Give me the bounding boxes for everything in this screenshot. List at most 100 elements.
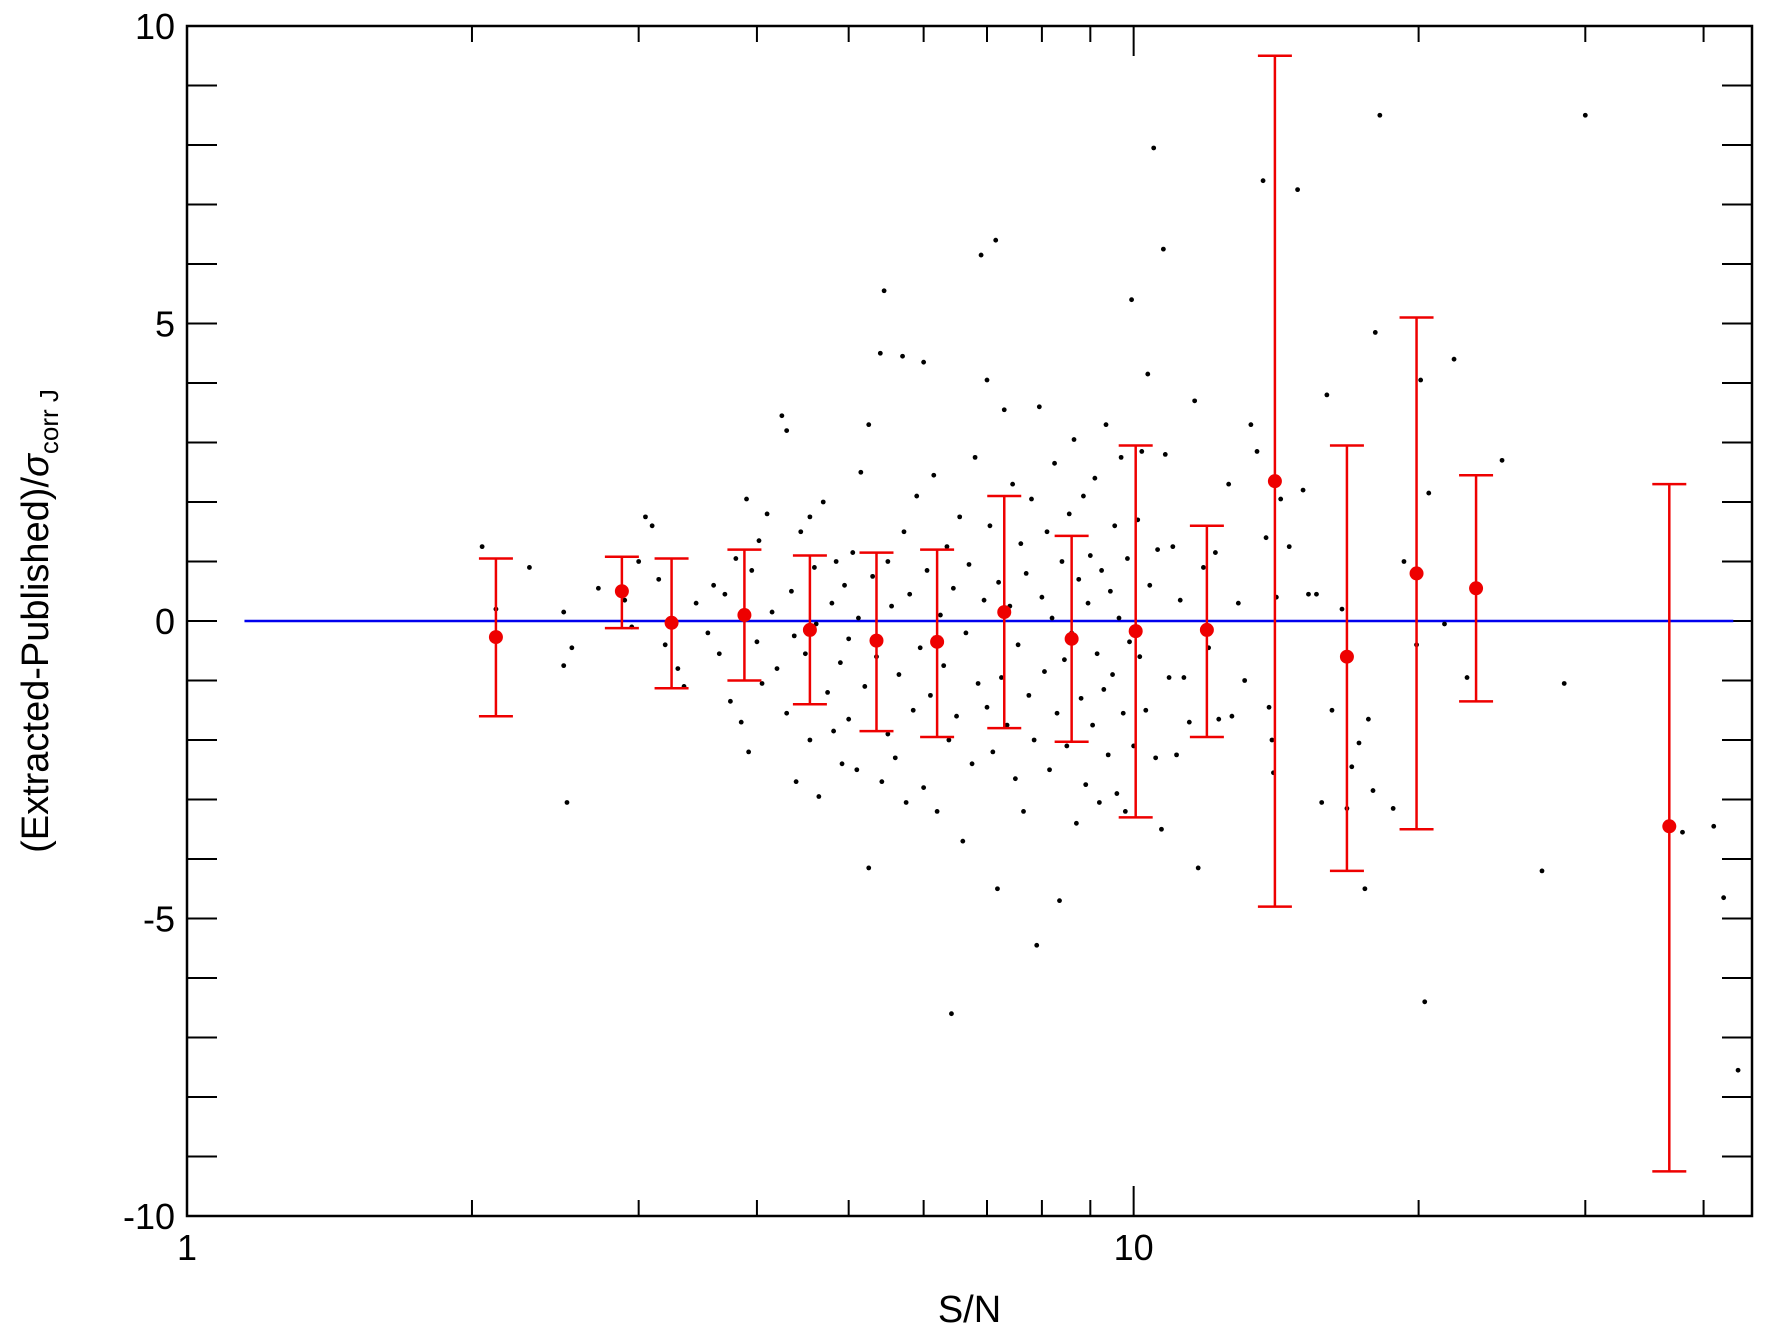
scatter-point [1442, 621, 1447, 627]
scatter-point [881, 288, 887, 294]
scatter-point [807, 514, 813, 520]
scatter-point [1122, 809, 1128, 814]
y-tick-label: -5 [143, 899, 175, 940]
scatter-point [954, 713, 959, 719]
scatter-point [846, 636, 852, 642]
scatter-point [1081, 493, 1086, 499]
scatter-point [1107, 588, 1113, 594]
scatter-point [1047, 767, 1052, 773]
scatter-point [1300, 487, 1306, 493]
scatter-point [738, 719, 744, 725]
scatter-point [1229, 713, 1235, 719]
scatter-point [999, 675, 1004, 680]
scatter-point [879, 779, 885, 785]
scatter-point [802, 651, 808, 657]
scatter-point [527, 565, 532, 570]
scatter-point [779, 413, 785, 419]
scatter-point [960, 838, 966, 844]
scatter-point [711, 582, 717, 588]
scatter-point [837, 660, 843, 666]
scatter-point [969, 761, 975, 767]
scatter-point [987, 523, 993, 529]
y-axis-title-prefix: (Extracted-Published)/ [15, 477, 57, 853]
scatter-point [1721, 895, 1727, 901]
scatter-point [995, 886, 1000, 892]
scatter-point [784, 710, 790, 716]
scatter-point [1319, 800, 1325, 805]
scatter-point [1139, 449, 1145, 454]
scatter-point [1582, 112, 1588, 118]
scatter-point [885, 731, 891, 737]
scatter-point [972, 454, 978, 460]
binned-mean-point [930, 634, 945, 649]
scatter-point [903, 800, 909, 805]
scatter-point [1034, 942, 1040, 948]
scatter-point [564, 800, 570, 805]
scatter-point [910, 707, 916, 713]
scatter-point [1114, 791, 1120, 796]
binned-mean-point [1267, 474, 1282, 489]
scatter-point [950, 585, 956, 591]
scatter-point [1174, 752, 1179, 758]
scatter-point [1112, 523, 1118, 529]
scatter-point [1064, 743, 1070, 749]
scatter-point [1052, 460, 1057, 466]
scatter-point [1031, 737, 1037, 743]
scatter-point [928, 692, 933, 698]
y-tick-label: 5 [155, 304, 175, 345]
scatter-point [1004, 722, 1010, 728]
scatter-point [889, 603, 894, 609]
scatter-point [1151, 145, 1157, 151]
scatter-point [1192, 398, 1198, 404]
scatter-point [1226, 481, 1232, 487]
scatter-point [1042, 669, 1047, 674]
scatter-point [1085, 600, 1091, 606]
scatter-point [877, 350, 883, 356]
axis-ticks [186, 25, 1752, 1217]
scatter-point [984, 377, 990, 383]
scatter-point [1099, 568, 1104, 573]
scatter-point [946, 737, 952, 743]
scatter-point [1212, 550, 1218, 555]
scatter-point [636, 559, 642, 564]
y-axis-title: (Extracted-Published)/σcorr J [15, 389, 64, 853]
scatter-point [842, 582, 847, 588]
binned-mean-point [737, 608, 752, 623]
binned-mean-point [664, 615, 679, 630]
scatter-point [1339, 606, 1345, 612]
scatter-point [784, 428, 790, 433]
scatter-point [1372, 330, 1378, 335]
binned-mean-point [869, 633, 884, 648]
scatter-point [793, 779, 799, 785]
scatter-point [728, 698, 733, 704]
binned-mean-point [1662, 819, 1677, 834]
scatter-point [1066, 511, 1072, 517]
scatter-point [1044, 529, 1050, 535]
scatter-point [1018, 541, 1024, 547]
scatter-point [900, 353, 905, 359]
scatter-point [1145, 371, 1151, 377]
scatter-point [931, 472, 937, 478]
scatter-point [569, 645, 575, 651]
scatter-point [662, 642, 668, 648]
scatter-point [1260, 178, 1266, 184]
scatter-point [1370, 788, 1376, 793]
scatter-point [1499, 457, 1505, 463]
scatter-point [1186, 719, 1192, 725]
scatter-point [1365, 716, 1371, 722]
scatter-point [1418, 377, 1424, 383]
scatter-point [1118, 454, 1124, 460]
scatter-point [1036, 404, 1042, 410]
scatter-point [1242, 678, 1248, 683]
scatter-point [561, 663, 567, 669]
tick-labels: 1 10 10 5 0 -5 -10 [123, 6, 1154, 1268]
scatter-point [1680, 829, 1685, 835]
scatter-point [1062, 657, 1067, 663]
scatter-point [754, 639, 760, 645]
scatter-point [921, 785, 927, 790]
scatter-point [975, 681, 981, 686]
scatter-point [1451, 356, 1457, 362]
scatter-point [756, 538, 762, 544]
scatter-point [595, 585, 601, 591]
